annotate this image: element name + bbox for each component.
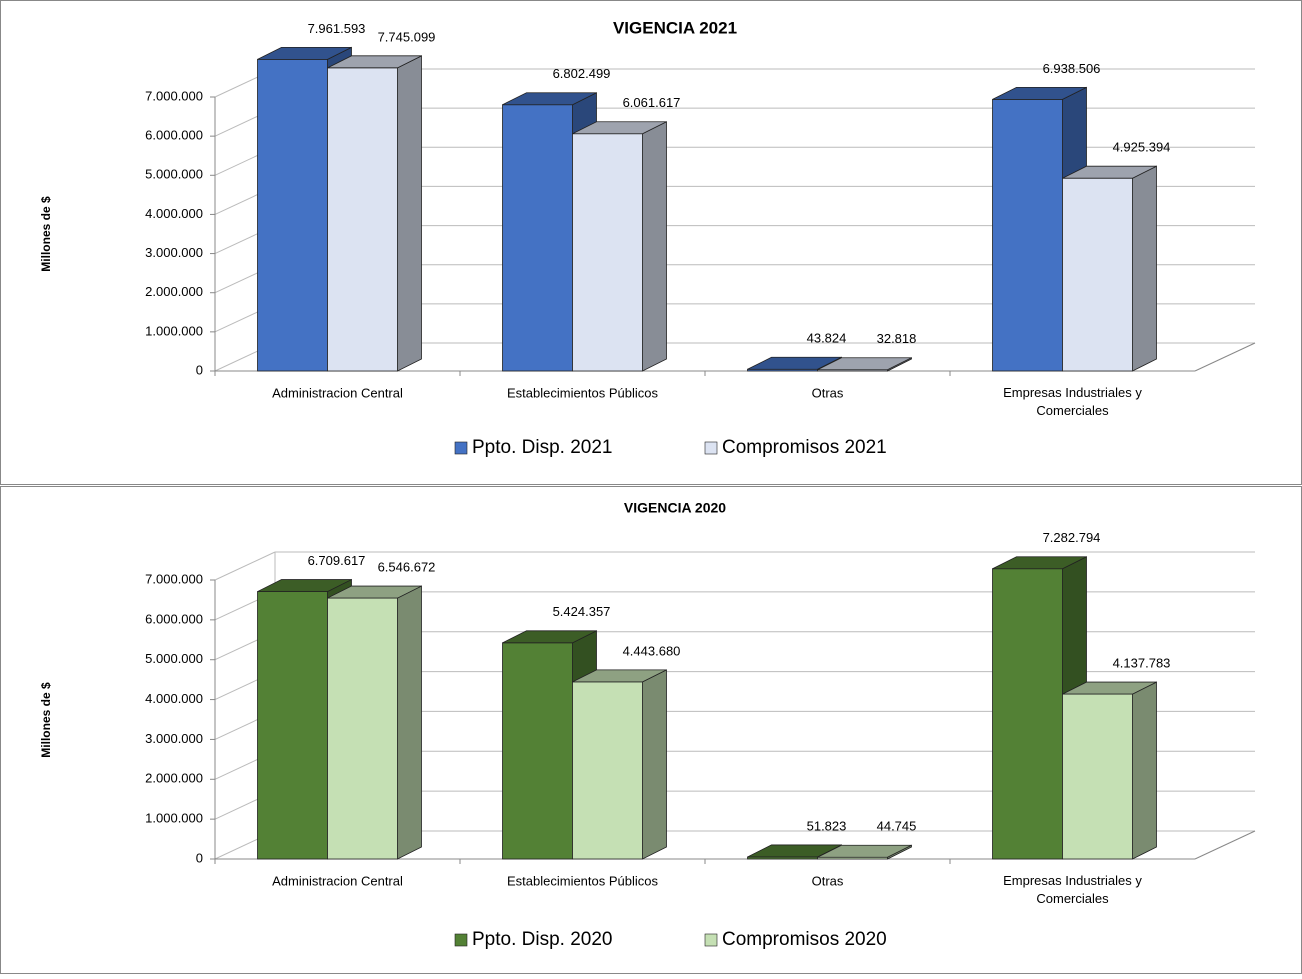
bar-top [992,87,1087,100]
y-tick-label: 3.000.000 [145,731,203,746]
bar-top [502,92,597,106]
bar [572,133,643,372]
value-label: 6.709.617 [308,553,366,568]
value-label: 6.061.617 [623,95,681,110]
bar [327,597,398,860]
value-label: 7.282.794 [1043,530,1101,545]
bar [257,58,328,372]
y-tick-label: 1.000.000 [145,323,203,338]
y-tick-label: 4.000.000 [145,691,203,706]
x-tick-line: Comerciales [1036,891,1109,906]
bar [992,568,1063,860]
chart-title: VIGENCIA 2020 [624,500,726,516]
bar-top [327,55,422,69]
y-tick-label: 7.000.000 [145,88,203,103]
chart: VIGENCIA 2020 Millones de $ 0 1.000.000 2.00… [39,500,1256,950]
y-tick-label: 2.000.000 [145,284,203,299]
bar-top [257,46,352,60]
value-label: 6.938.506 [1043,61,1101,76]
bar-side [642,121,667,372]
x-tick-label: Empresas Industriales y Comerciales [1003,385,1142,418]
y-tick-label: 6.000.000 [145,611,203,626]
legend-label: Compromisos 2020 [722,929,887,950]
value-label: 4.443.680 [623,643,681,658]
x-tick-label: Otras [812,385,844,400]
bar [257,591,328,860]
bar [1062,693,1133,860]
bar-top [817,357,912,371]
y-tick-label: 1.000.000 [145,811,203,826]
bar-side [397,585,422,860]
floor-edge [1194,830,1256,860]
floor-edge [1194,342,1256,372]
y-tick-label: 7.000.000 [145,571,203,586]
value-label: 44.745 [877,819,917,834]
bar-top [817,844,912,858]
bar [992,99,1063,372]
value-label: 51.823 [807,818,847,833]
bar [1062,177,1133,372]
value-label: 4.137.783 [1113,656,1171,671]
chart: VIGENCIA 2021 Millones de $ 0 1.000.000 2.00… [39,18,1256,458]
x-tick-label: Establecimientos Públicos [507,873,659,888]
value-label: 6.546.672 [378,560,436,575]
bar-top [257,579,352,592]
legend-label: Ppto. Disp. 2021 [472,437,612,458]
value-label: 4.925.394 [1113,140,1171,155]
value-label: 7.745.099 [378,29,436,44]
x-tick-label: Empresas Industriales y Comerciales [1003,873,1142,906]
y-tick-label: 4.000.000 [145,206,203,221]
x-tick-label: Administracion Central [272,873,403,888]
bar [327,67,398,372]
bar-top [747,356,842,370]
y-tick-label: 5.000.000 [145,651,203,666]
value-label: 32.818 [877,331,917,346]
bar [502,104,573,372]
bar-top [1062,165,1157,179]
bar-top [992,556,1087,570]
x-tick-label: Administracion Central [272,385,403,400]
bar [502,642,573,860]
bar-top [502,630,597,644]
bar-top [327,585,422,599]
y-tick-label: 3.000.000 [145,245,203,260]
y-tick-label: 0 [196,850,203,865]
legend-label: Compromisos 2021 [722,437,887,458]
bar [572,681,643,860]
bar-side [1132,165,1157,372]
bar-top [572,669,667,683]
value-label: 43.824 [807,331,847,346]
x-tick-label: Otras [812,873,844,888]
value-label: 6.802.499 [553,66,611,81]
legend-swatch [454,933,468,947]
y-axis-label: Millones de $ [39,682,53,758]
bar-top [1062,681,1157,695]
bar-top [572,121,667,135]
x-tick-label: Establecimientos Públicos [507,385,659,400]
legend-swatch [704,933,718,947]
grid-line [214,551,276,581]
y-tick-label: 5.000.000 [145,167,203,182]
legend-swatch [704,441,718,455]
y-tick-label: 0 [196,362,203,377]
value-label: 7.961.593 [308,21,366,36]
legend-label: Ppto. Disp. 2020 [472,929,612,950]
bar-side [642,669,667,860]
value-label: 5.424.357 [553,604,611,619]
x-tick-line: Empresas Industriales y [1003,873,1142,888]
x-tick-line: Empresas Industriales y [1003,385,1142,400]
chart-title: VIGENCIA 2021 [613,18,737,37]
y-tick-label: 6.000.000 [145,128,203,143]
legend-swatch [454,441,468,455]
bar-side [397,55,422,372]
y-tick-label: 2.000.000 [145,771,203,786]
y-axis-label: Millones de $ [39,196,53,272]
bar-side [1132,681,1157,860]
x-tick-line: Comerciales [1036,403,1109,418]
